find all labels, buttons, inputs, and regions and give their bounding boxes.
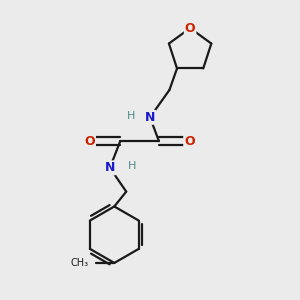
- Text: N: N: [105, 161, 115, 174]
- Text: H: H: [128, 161, 136, 171]
- Text: O: O: [184, 135, 195, 148]
- Text: CH₃: CH₃: [71, 258, 89, 268]
- Text: N: N: [145, 111, 155, 124]
- Text: H: H: [127, 111, 135, 121]
- Text: O: O: [84, 135, 95, 148]
- Text: O: O: [185, 22, 195, 34]
